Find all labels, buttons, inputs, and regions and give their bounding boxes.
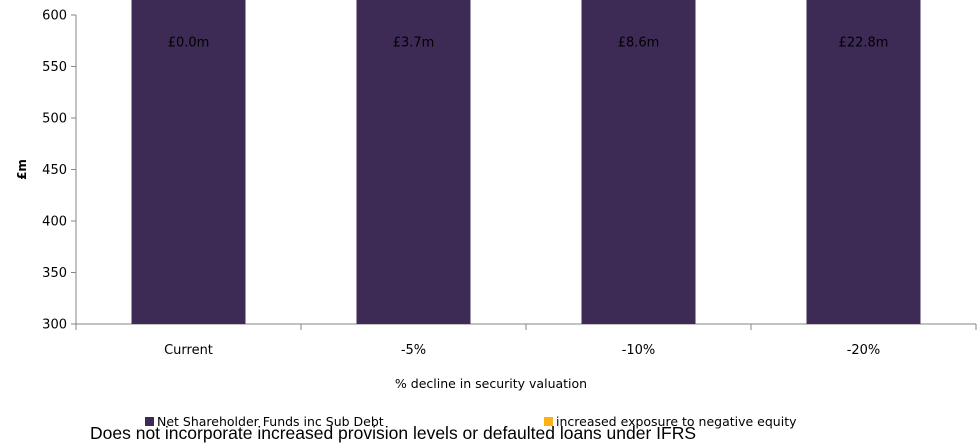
footnote: Does not incorporate increased provision…	[90, 423, 697, 443]
y-tick-label: 550	[42, 60, 67, 75]
legend-swatch	[145, 417, 154, 426]
x-tick-label: -5%	[401, 343, 426, 358]
legend-label: increased exposure to negative equity	[556, 414, 797, 429]
data-label: £3.7m	[393, 35, 435, 50]
legend-swatch	[544, 417, 553, 426]
data-label: £0.0m	[168, 35, 210, 50]
bar-segment-net-shareholder-funds	[131, 0, 246, 324]
y-tick-label: 600	[42, 9, 67, 24]
x-tick-label: -10%	[622, 343, 656, 358]
y-tick-label: 450	[42, 163, 67, 178]
legend-label: Net Shareholder Funds inc Sub Debt	[157, 414, 384, 429]
y-tick-label: 500	[42, 112, 67, 127]
x-tick-label: Current	[164, 343, 213, 358]
bar-segment-net-shareholder-funds	[581, 0, 696, 325]
x-axis-title: % decline in security valuation	[395, 376, 587, 391]
bar-segment-net-shareholder-funds	[806, 0, 921, 324]
data-label: £8.6m	[618, 35, 660, 50]
x-tick-label: -20%	[847, 343, 881, 358]
y-axis-title: £m	[15, 159, 29, 180]
y-tick-label: 300	[42, 318, 67, 333]
data-label: £22.8m	[839, 35, 889, 50]
y-tick-label: 400	[42, 215, 67, 230]
bar-segment-net-shareholder-funds	[356, 0, 471, 325]
y-tick-label: 350	[42, 266, 67, 281]
